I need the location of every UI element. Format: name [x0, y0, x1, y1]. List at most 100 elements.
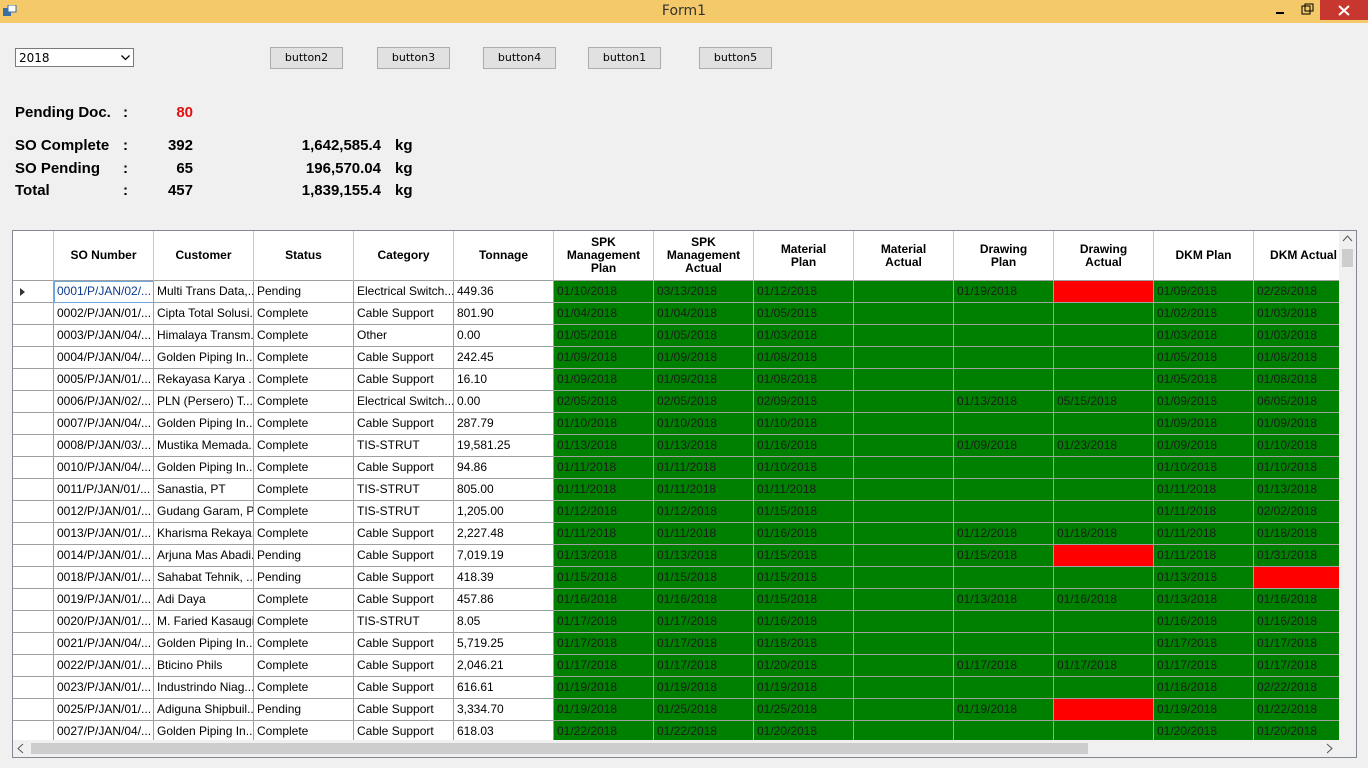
cell[interactable]: Complete [254, 391, 354, 413]
row-header[interactable] [13, 523, 54, 545]
cell[interactable]: Other [354, 325, 454, 347]
cell[interactable]: 01/09/2018 [1154, 281, 1254, 303]
row-header[interactable] [13, 435, 54, 457]
cell[interactable]: 0004/P/JAN/04/... [54, 347, 154, 369]
horizontal-scrollbar[interactable] [13, 740, 1356, 757]
data-grid[interactable]: SO Number Customer Status Category Tonnage SP… [12, 230, 1357, 758]
cell[interactable]: Rekayasa Karya ... [154, 369, 254, 391]
cell[interactable]: Adiguna Shipbuil... [154, 699, 254, 721]
cell[interactable]: Arjuna Mas Abadi... [154, 545, 254, 567]
button[interactable]: button3 [377, 47, 450, 69]
cell[interactable]: Golden Piping In... [154, 633, 254, 655]
cell[interactable] [854, 325, 954, 347]
cell[interactable]: 0019/P/JAN/01/... [54, 589, 154, 611]
cell[interactable]: Gudang Garam, PT [154, 501, 254, 523]
cell[interactable]: 01/10/2018 [554, 413, 654, 435]
button[interactable]: button5 [699, 47, 772, 69]
cell[interactable]: 01/09/2018 [654, 347, 754, 369]
cell[interactable]: Cable Support [354, 655, 454, 677]
cell[interactable]: 01/09/2018 [554, 347, 654, 369]
cell[interactable]: 0010/P/JAN/04/... [54, 457, 154, 479]
cell[interactable] [1054, 567, 1154, 589]
cell[interactable]: Electrical Switch... [354, 391, 454, 413]
cell[interactable]: 0025/P/JAN/01/... [54, 699, 154, 721]
cell[interactable]: Pending [254, 281, 354, 303]
cell[interactable]: 01/10/2018 [1154, 457, 1254, 479]
cell[interactable]: 01/10/2018 [754, 457, 854, 479]
cell[interactable]: 01/05/2018 [754, 303, 854, 325]
year-combo[interactable]: 2018 [15, 48, 134, 67]
cell[interactable]: TIS-STRUT [354, 501, 454, 523]
cell[interactable]: 01/03/2018 [1154, 325, 1254, 347]
cell[interactable]: Cable Support [354, 347, 454, 369]
cell[interactable]: 457.86 [454, 589, 554, 611]
row-header[interactable] [13, 325, 54, 347]
cell[interactable]: Complete [254, 369, 354, 391]
cell[interactable]: 801.90 [454, 303, 554, 325]
cell[interactable]: Cable Support [354, 699, 454, 721]
cell[interactable]: 616.61 [454, 677, 554, 699]
cell[interactable]: 01/22/2018 [654, 721, 754, 743]
cell[interactable] [854, 567, 954, 589]
column-header[interactable]: Material Plan [754, 231, 854, 281]
cell[interactable]: 01/17/2018 [654, 655, 754, 677]
cell[interactable]: 01/13/2018 [1154, 589, 1254, 611]
cell[interactable]: 01/03/2018 [1254, 303, 1354, 325]
cell[interactable]: 5,719.25 [454, 633, 554, 655]
column-header[interactable]: SPK Management Actual [654, 231, 754, 281]
cell[interactable]: 01/13/2018 [1154, 567, 1254, 589]
cell[interactable]: 0022/P/JAN/01/... [54, 655, 154, 677]
cell[interactable]: 06/05/2018 [1254, 391, 1354, 413]
cell[interactable]: 0027/P/JAN/04/... [54, 721, 154, 743]
cell[interactable]: 01/19/2018 [554, 699, 654, 721]
cell[interactable]: 01/11/2018 [554, 479, 654, 501]
cell[interactable] [954, 677, 1054, 699]
cell[interactable]: 7,019.19 [454, 545, 554, 567]
cell[interactable]: 01/19/2018 [954, 699, 1054, 721]
cell[interactable]: Kharisma Rekaya... [154, 523, 254, 545]
column-header[interactable]: Tonnage [454, 231, 554, 281]
cell[interactable]: 01/13/2018 [654, 435, 754, 457]
cell[interactable]: 94.86 [454, 457, 554, 479]
cell[interactable]: Complete [254, 457, 354, 479]
cell[interactable]: 01/17/2018 [1254, 655, 1354, 677]
cell[interactable]: 01/15/2018 [754, 545, 854, 567]
row-header[interactable] [13, 457, 54, 479]
cell[interactable]: 01/12/2018 [754, 281, 854, 303]
cell[interactable]: 02/05/2018 [654, 391, 754, 413]
cell[interactable] [954, 413, 1054, 435]
cell[interactable]: 1,205.00 [454, 501, 554, 523]
cell[interactable]: 01/16/2018 [1254, 589, 1354, 611]
cell[interactable]: 01/11/2018 [1154, 479, 1254, 501]
cell[interactable]: 03/13/2018 [654, 281, 754, 303]
row-header[interactable] [13, 633, 54, 655]
cell[interactable] [854, 545, 954, 567]
cell[interactable]: Multi Trans Data,... [154, 281, 254, 303]
cell[interactable]: Adi Daya [154, 589, 254, 611]
cell[interactable]: 0006/P/JAN/02/... [54, 391, 154, 413]
cell[interactable]: Complete [254, 501, 354, 523]
cell[interactable]: Complete [254, 633, 354, 655]
cell[interactable]: 01/17/2018 [654, 611, 754, 633]
cell[interactable]: 01/31/2018 [1254, 545, 1354, 567]
cell[interactable]: 01/11/2018 [1154, 501, 1254, 523]
cell[interactable]: TIS-STRUT [354, 611, 454, 633]
cell[interactable]: 01/12/2018 [954, 523, 1054, 545]
cell[interactable]: Complete [254, 435, 354, 457]
button[interactable]: button4 [483, 47, 556, 69]
cell[interactable]: Complete [254, 479, 354, 501]
row-header[interactable] [13, 391, 54, 413]
row-header[interactable] [13, 501, 54, 523]
cell[interactable] [1054, 347, 1154, 369]
cell[interactable]: 01/25/2018 [654, 699, 754, 721]
cell[interactable]: 0.00 [454, 391, 554, 413]
cell[interactable] [1054, 611, 1154, 633]
cell[interactable] [1054, 677, 1154, 699]
cell[interactable]: 01/19/2018 [1154, 699, 1254, 721]
cell[interactable]: 01/19/2018 [754, 677, 854, 699]
cell[interactable]: 01/11/2018 [654, 457, 754, 479]
cell[interactable]: 01/03/2018 [1254, 325, 1354, 347]
column-header[interactable]: SPK Management Plan [554, 231, 654, 281]
cell[interactable]: 01/11/2018 [754, 479, 854, 501]
row-header[interactable] [13, 413, 54, 435]
